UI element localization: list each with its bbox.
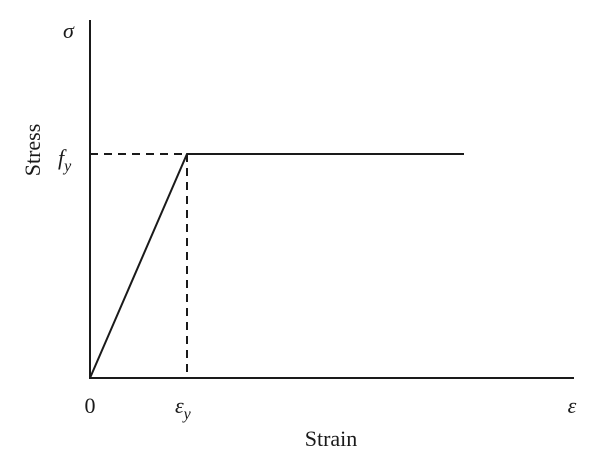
stress-strain-curve bbox=[89, 153, 464, 379]
x-symbol: ε bbox=[568, 393, 577, 418]
yield-stress-base: f bbox=[58, 145, 67, 170]
yield-strain-sub: y bbox=[182, 406, 192, 423]
x-label: Strain bbox=[305, 426, 358, 451]
y-label: Stress bbox=[20, 124, 45, 177]
yield-stress-sub: y bbox=[62, 158, 72, 175]
yield-strain-base: ε bbox=[175, 393, 184, 418]
y-symbol: σ bbox=[63, 18, 75, 43]
yield-stress-label: fy bbox=[58, 145, 72, 175]
yield-strain-label: εy bbox=[175, 393, 192, 423]
origin-label: 0 bbox=[85, 393, 96, 418]
